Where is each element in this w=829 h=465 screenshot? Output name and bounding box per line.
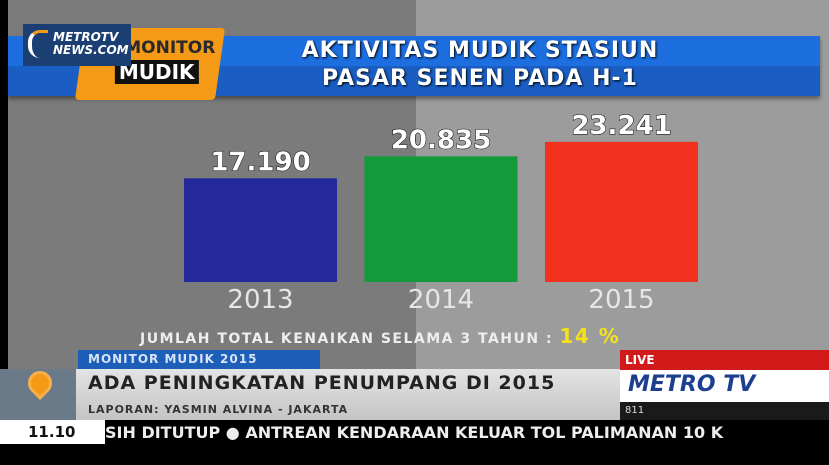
- category-label: 2013: [227, 285, 293, 315]
- chart-title-line2: PASAR SENEN PADA H-1: [322, 66, 638, 91]
- category-label: 2014: [408, 285, 474, 315]
- lower-third: [0, 369, 620, 420]
- live-badge: LIVE: [620, 350, 829, 370]
- bar-2014: [364, 156, 518, 282]
- bar-2013: [184, 178, 337, 282]
- chart-title-line1: AKTIVITAS MUDIK STASIUN: [301, 38, 659, 63]
- metrotv-logo: METRO TV: [620, 370, 829, 402]
- location-pin-icon: [0, 366, 76, 420]
- value-label: 17.190: [210, 147, 310, 177]
- value-label: 23.241: [571, 111, 671, 141]
- logo-swoosh-icon: [28, 30, 48, 58]
- headline: ADA PENINGKATAN PENUMPANG DI 2015: [88, 372, 556, 394]
- summary: JUMLAH TOTAL KENAIKAN SELAMA 3 TAHUN : 1…: [140, 324, 621, 348]
- bar-chart: 17.190 2013 20.835 2014 23.241 2015: [184, 110, 698, 315]
- value-label: 20.835: [391, 125, 491, 155]
- clock: 11.10: [0, 420, 105, 444]
- channel-number: 811: [620, 402, 829, 420]
- metrotvnews-logo: METROTV NEWS.COM: [23, 24, 131, 66]
- bar-2015: [545, 141, 698, 282]
- summary-value: 14 %: [559, 324, 621, 348]
- news-ticker: SIH DITUTUP ● ANTREAN KENDARAAN KELUAR T…: [105, 423, 724, 442]
- category-label: 2015: [588, 285, 654, 315]
- reporter: LAPORAN: YASMIN ALVINA - JAKARTA: [88, 403, 349, 416]
- program-tab: MONITOR MUDIK 2015: [78, 350, 320, 369]
